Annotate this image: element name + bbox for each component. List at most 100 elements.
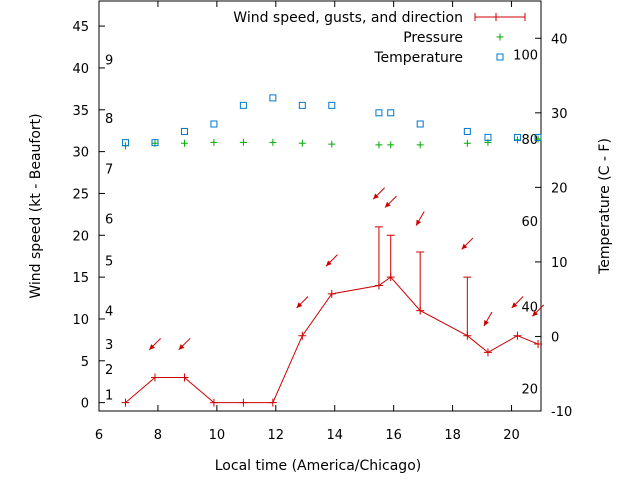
temperature-point [269,94,277,102]
inner-scale-labels: 1 2 3 4 5 6 7 8 9 20 40 60 80 100 [105,49,538,404]
legend-label-wind: Wind speed, gusts, and direction [233,10,463,26]
temperature-point [180,127,188,135]
wind-speed-point [150,373,159,382]
pressure-point [463,139,471,147]
pressure-point [513,136,521,144]
gust-bar [463,276,472,336]
arrow-head [384,201,391,208]
temperature-point [122,139,130,147]
y2-tick-label: 30 [551,107,568,122]
wind-direction-arrow [461,237,474,250]
x-tick-label: 16 [385,428,402,443]
wind-direction-arrow [415,211,425,226]
wind-direction-arrow [483,311,493,327]
plot-frame [98,0,542,412]
x-tick-label: 18 [444,428,461,443]
pressure-point [328,140,336,148]
temperature-point [328,101,336,109]
wind-speed-point [121,398,130,407]
pressure-point [416,141,424,149]
y2-tick-label: 0 [551,330,559,345]
temperature-point [375,109,383,117]
arrow-head [532,310,538,317]
beaufort-label: 5 [105,254,113,269]
x-tick-label: 8 [154,428,162,443]
wind-direction-arrow [384,195,397,208]
y2-tick-label: 20 [551,181,568,196]
fahrenheit-label: 100 [513,49,538,64]
temperature-point [210,120,218,128]
y2-axis-title: Temperature (C - F) [597,138,613,275]
arrow-head [149,344,155,350]
legend-sample-temperature [496,53,504,61]
pressure-point [534,135,542,143]
temperature-point [484,133,492,141]
pressure-point [387,141,395,149]
y-tick-label: 40 [72,62,89,77]
arrow-head [511,302,518,308]
pressure-point [375,141,383,149]
y-tick-label: 45 [72,20,89,35]
x-tick-label: 20 [503,428,520,443]
legend: Wind speed, gusts, and direction Pressure… [233,10,526,66]
beaufort-label: 4 [105,305,113,320]
wind-direction-arrow [531,304,545,317]
wind-direction-arrow [178,337,191,351]
y-tick-label: 5 [81,355,89,370]
arrow-head [326,260,332,267]
y-tick-label: 20 [72,229,89,244]
beaufort-label: 7 [105,162,113,177]
temperature-point [513,133,521,141]
y-tick-label: 25 [72,187,89,202]
wind-direction-arrow [372,187,386,200]
gust-bar [386,234,395,278]
beaufort-label: 3 [105,338,113,353]
wind-speed-point [513,331,522,340]
wind-speed-point [327,289,336,298]
legend-sample-wind [474,13,526,21]
fahrenheit-label: 60 [521,215,538,230]
pressure-point [269,138,277,146]
x-tick-label: 12 [268,428,285,443]
beaufort-label: 8 [105,112,113,127]
y2-tick-label: -10 [551,405,572,420]
arrow-head [416,219,422,226]
x-axis-title: Local time (America/Chicago) [215,458,421,474]
wind-speed-point [239,398,248,407]
arrow-head [483,319,489,326]
temperature-point [534,133,542,141]
x-tick-label: 6 [95,428,103,443]
pressure-point [239,138,247,146]
series-layer [121,94,545,407]
wind-speed-point [298,331,307,340]
legend-label-temperature: Temperature [373,50,463,66]
wind-speed-point [483,348,492,357]
wind-speed-point [180,373,189,382]
x-tick-label: 10 [209,428,226,443]
legend-label-pressure: Pressure [403,30,463,46]
beaufort-label: 9 [105,54,113,69]
gust-bar [374,226,383,286]
gust-bar [416,251,425,311]
arrow-head [373,193,379,200]
pressure-point [298,139,306,147]
y-tick-label: 10 [72,313,89,328]
fahrenheit-label: 80 [521,133,538,148]
wind-direction-arrow [511,296,524,309]
y-tick-label: 15 [72,271,89,286]
fahrenheit-label: 40 [521,301,538,316]
wind-speed-point [209,398,218,407]
temperature-point [463,127,471,135]
y-axis-title: Wind speed (kt - Beaufort) [28,113,44,298]
temperature-point [416,120,424,128]
beaufort-label: 2 [105,363,113,378]
arrow-head [178,344,185,350]
pressure-point [210,138,218,146]
y2-tick-label: 40 [551,32,568,47]
wind-direction-arrow [148,337,162,351]
arrow-head [296,302,303,308]
y-tick-label: 35 [72,104,89,119]
wind-speed-point [534,340,543,349]
temperature-point [151,139,159,147]
